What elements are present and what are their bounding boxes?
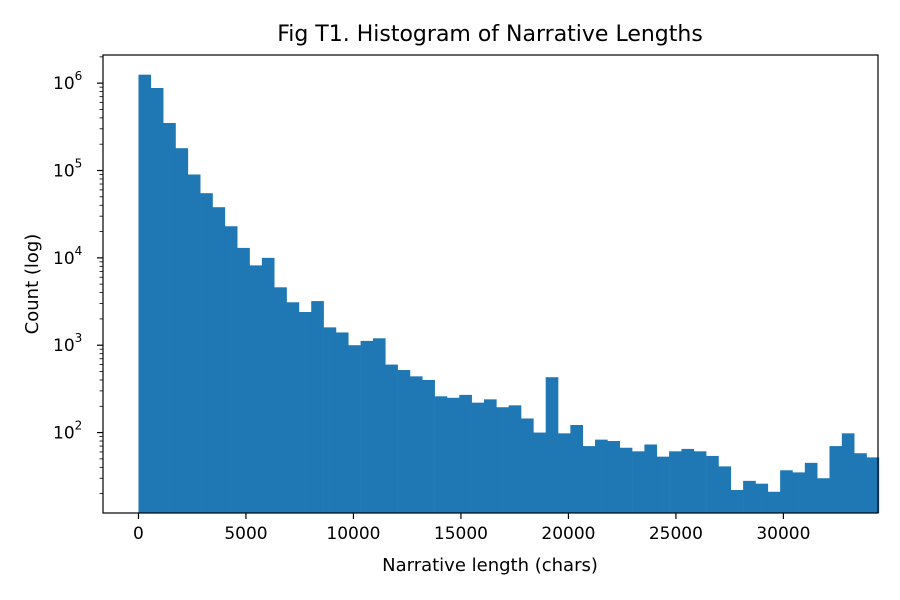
histogram-bar [200,193,213,513]
histogram-bar [385,364,398,513]
histogram-bar [459,394,472,513]
histogram-bar [446,397,460,513]
x-tick-label: 10000 [326,524,380,544]
plot-frame [102,54,879,514]
histogram-bar [483,399,497,513]
histogram-bar [224,226,238,513]
histogram-bar [743,480,756,513]
x-tick-label: 25000 [649,524,703,544]
histogram-bar [360,340,374,513]
histogram-bar [792,472,806,513]
histogram-bar [829,446,843,513]
bars-group [138,74,880,514]
histogram-bar [595,439,608,513]
histogram-bar [693,451,707,513]
y-tick-label: 104 [53,244,82,269]
histogram-bar [323,327,337,513]
y-axis-label: Count (log) [22,234,43,335]
histogram-bar [335,332,349,513]
histogram-bar [582,446,596,513]
histogram-bar [138,74,152,514]
histogram-bar [372,338,386,513]
histogram-bar [706,455,719,513]
histogram-bar [175,148,189,513]
histogram-bar [496,407,509,513]
histogram-bar [261,257,275,513]
histogram-bar [311,301,324,513]
x-tick-label: 20000 [541,524,595,544]
histogram-bar [730,490,744,513]
histogram-bar [755,483,769,513]
histogram-bar [298,311,312,513]
histogram-bar [212,207,226,513]
histogram-bar [718,466,732,513]
histogram-bar [558,433,571,513]
histogram-bar [163,122,176,513]
y-tick-label: 106 [53,69,82,94]
histogram-bar [780,470,793,513]
histogram-bar [804,462,818,513]
histogram-bar [187,174,201,513]
histogram-bar [632,451,645,513]
histogram-bar [286,302,300,513]
histogram-bar [249,265,263,513]
histogram-bar [150,87,164,514]
x-tick-label: 15000 [434,524,488,544]
histogram-bar [521,418,534,513]
histogram-bar [434,396,448,513]
histogram-bar [471,402,485,513]
y-tick-label: 105 [53,157,82,182]
chart-title: Fig T1. Histogram of Narrative Lengths [277,22,703,47]
histogram-bar [508,405,522,513]
y-tick-label: 103 [53,331,82,356]
histogram-bar [545,377,559,513]
histogram-bar [619,447,633,513]
histogram-bar [669,451,682,513]
y-axis-ticks: 102 103 104 105 106 [53,56,103,495]
histogram-bar [607,441,621,513]
histogram-bar [817,478,830,513]
histogram-bar [533,432,546,513]
histogram-bar [854,453,867,513]
histogram-bar [237,247,250,513]
histogram-bar [644,444,658,513]
histogram-bar [274,287,287,513]
histogram-bar [656,456,670,513]
x-tick-label: 5000 [224,524,267,544]
histogram-bar [422,379,435,513]
x-axis-ticks: 0 5000 10000 15000 20000 25000 30000 [133,513,810,544]
histogram-bar [866,457,880,513]
x-tick-label: 0 [133,524,144,544]
histogram-bar [767,491,781,513]
histogram-bar [681,448,695,513]
histogram-bar [841,433,855,513]
histogram-bar [570,425,584,513]
x-tick-label: 30000 [756,524,810,544]
y-tick-label: 102 [53,419,82,444]
histogram-bar [348,345,361,513]
x-axis-label: Narrative length (chars) [382,555,598,576]
histogram-bar [397,370,411,513]
histogram-bar [409,376,423,513]
